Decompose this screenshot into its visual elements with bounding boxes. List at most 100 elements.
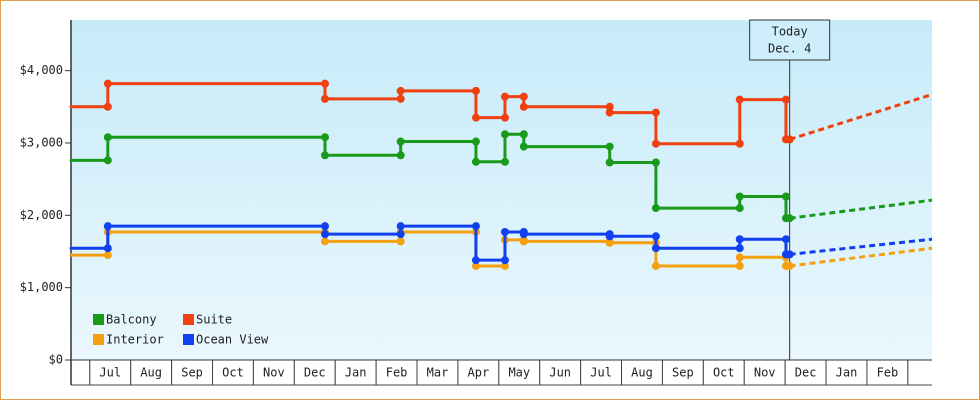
price-point	[471, 256, 480, 265]
legend-label: Balcony	[106, 313, 157, 327]
price-point	[471, 113, 480, 122]
price-point	[519, 130, 528, 139]
legend-label: Ocean View	[196, 333, 269, 347]
series	[69, 130, 933, 223]
x-tick-label: Oct	[222, 366, 244, 380]
x-tick-label: Feb	[877, 366, 899, 380]
price-point	[396, 222, 405, 231]
price-point	[781, 235, 790, 244]
month-cell	[416, 360, 459, 386]
series	[69, 227, 933, 270]
price-point	[735, 235, 744, 244]
price-point	[471, 157, 480, 166]
price-point	[605, 142, 614, 151]
month-cell	[702, 360, 745, 386]
price-point	[103, 156, 112, 165]
forecast-line	[789, 198, 933, 220]
month-cell	[539, 360, 582, 386]
x-tick-label: Jul	[99, 366, 121, 380]
y-tick-label: $2,000	[20, 208, 63, 222]
month-cell	[334, 360, 377, 386]
price-point	[396, 151, 405, 160]
price-point	[471, 222, 480, 231]
x-tick-label: Nov	[754, 366, 776, 380]
price-point	[321, 222, 330, 231]
price-point	[735, 261, 744, 270]
x-tick-label: Oct	[713, 366, 735, 380]
month-cell	[743, 360, 786, 386]
y-tick-label: $1,000	[20, 280, 63, 294]
y-tick-label: $3,000	[20, 135, 63, 149]
plot-area	[71, 20, 932, 360]
forecast-line	[789, 237, 933, 256]
legend-swatch	[93, 314, 104, 325]
price-point	[500, 130, 509, 139]
price-point	[396, 137, 405, 146]
price-point	[396, 230, 405, 239]
month-cell	[252, 360, 295, 386]
x-tick-label: Sep	[672, 366, 694, 380]
price-point	[396, 86, 405, 95]
month-cell	[661, 360, 704, 386]
price-point	[500, 261, 509, 270]
price-point	[651, 158, 660, 167]
price-point	[500, 92, 509, 101]
x-tick-label: Jan	[345, 366, 367, 380]
price-point	[519, 92, 528, 101]
price-point	[321, 79, 330, 88]
month-cell	[907, 360, 932, 386]
price-point	[103, 244, 112, 253]
series	[69, 79, 933, 148]
price-point	[500, 113, 509, 122]
price-point	[735, 192, 744, 201]
price-point	[500, 227, 509, 236]
price-point	[519, 237, 528, 246]
x-tick-label: Sep	[181, 366, 203, 380]
price-point	[651, 108, 660, 117]
price-point	[103, 251, 112, 260]
y-tick-label: $0	[49, 353, 63, 367]
legend-swatch	[183, 314, 194, 325]
price-point	[735, 95, 744, 104]
price-point	[519, 230, 528, 239]
price-point	[519, 142, 528, 151]
x-tick-label: Nov	[263, 366, 285, 380]
series	[69, 222, 933, 265]
y-tick-label: $4,000	[20, 63, 63, 77]
price-point	[103, 222, 112, 231]
month-cell	[621, 360, 663, 386]
month-cell	[866, 360, 909, 386]
forecast-line	[789, 93, 933, 141]
x-tick-label: Mar	[427, 366, 449, 380]
price-point	[519, 102, 528, 111]
price-point	[500, 256, 509, 265]
today-label: Dec. 4	[768, 42, 811, 56]
x-tick-label: Jul	[590, 366, 612, 380]
price-point	[781, 192, 790, 201]
price-point	[103, 102, 112, 111]
price-point	[651, 244, 660, 253]
x-tick-label: Jan	[836, 366, 858, 380]
x-tick-label: Aug	[140, 366, 162, 380]
price-point	[321, 237, 330, 246]
price-point	[103, 79, 112, 88]
x-tick-label: Dec	[304, 366, 326, 380]
today-box	[749, 19, 831, 61]
forecast-line	[789, 246, 933, 268]
price-point	[735, 139, 744, 148]
price-point	[471, 86, 480, 95]
legend-label: Suite	[196, 313, 232, 327]
price-point	[735, 253, 744, 262]
today-label: Today	[772, 25, 808, 39]
price-point	[396, 237, 405, 246]
price-point	[500, 157, 509, 166]
month-cell	[498, 360, 541, 386]
price-point	[396, 94, 405, 103]
price-point	[651, 204, 660, 213]
month-cell	[825, 360, 868, 386]
price-point	[605, 108, 614, 117]
price-point	[471, 137, 480, 146]
legend-label: Interior	[106, 333, 164, 347]
price-point	[605, 102, 614, 111]
